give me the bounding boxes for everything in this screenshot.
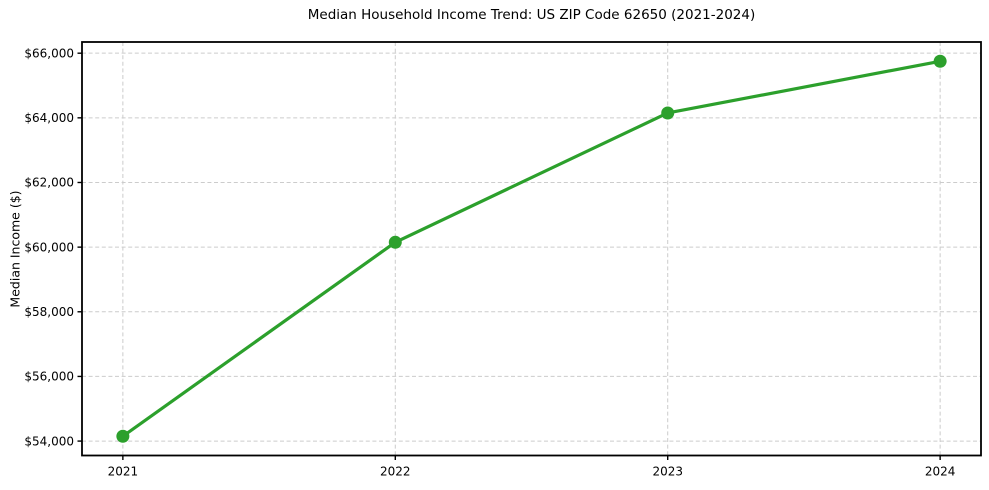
- data-point-2024: [933, 54, 947, 68]
- data-line: [121, 59, 942, 438]
- data-point-2022: [388, 235, 402, 249]
- chart-title: Median Household Income Trend: US ZIP Co…: [307, 7, 756, 23]
- x-tick-label: 2023: [652, 465, 683, 479]
- y-tick-label: $58,000: [24, 305, 74, 319]
- axes-spines: [81, 41, 982, 457]
- y-tick-label: $64,000: [24, 111, 74, 125]
- x-tick-label: 2022: [380, 465, 411, 479]
- x-tick-label: 2021: [108, 465, 139, 479]
- x-tick-label: 2024: [925, 465, 956, 479]
- data-point-2023: [661, 106, 675, 120]
- y-tick-label: $62,000: [24, 176, 74, 190]
- y-tick-label: $66,000: [24, 46, 74, 60]
- y-tick-label: $60,000: [24, 240, 74, 254]
- y-tick-label: $54,000: [24, 434, 74, 448]
- y-tick-label: $56,000: [24, 370, 74, 384]
- data-point-2021: [116, 429, 130, 443]
